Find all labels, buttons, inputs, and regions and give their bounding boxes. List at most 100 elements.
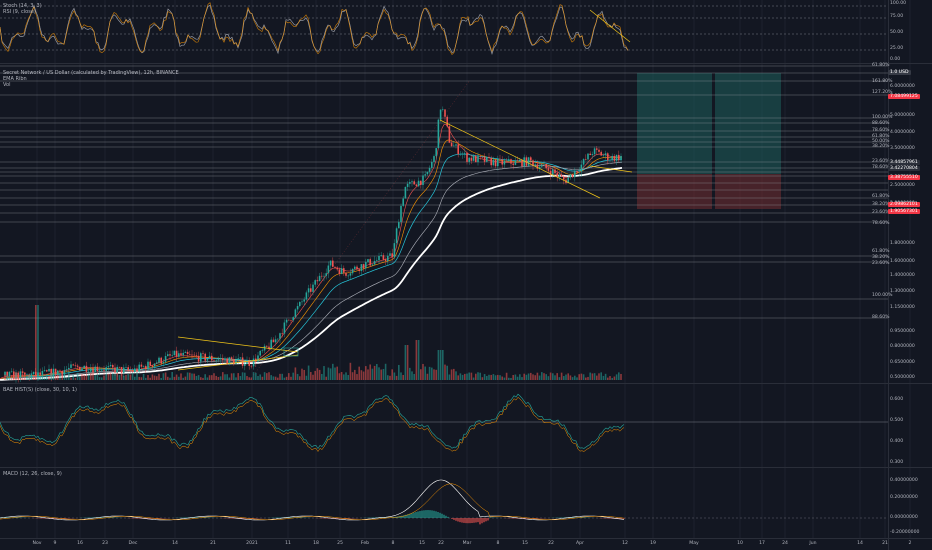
volume-bar [609,376,611,380]
symbol-title: Secret Network / US Dollar (calculated b… [3,70,179,76]
pane-separator [0,467,932,468]
candle-body [521,159,523,167]
macd-hist-bar [469,518,471,524]
volume-bar [591,373,594,380]
fib-label: 78.60% [872,165,890,170]
candle-body [85,365,88,372]
volume-bar [197,375,200,380]
candle-body [147,361,149,370]
volume-bar [336,366,338,380]
stoch-legend[interactable]: Stoch (14, 3, 3) RSI (9, close) [3,3,42,15]
candle-body [389,253,391,256]
volume-bar [479,372,481,380]
price-axis-label: 4.0000000 [890,130,915,135]
volume-bar [142,373,145,380]
candle-body [136,368,138,372]
candle-body [321,275,323,277]
candle-body [479,155,481,157]
volume-bar [578,374,580,380]
ema-line-3 [0,153,623,381]
macd-hist-bar [401,515,403,518]
early-triangle-lower [177,354,299,371]
volume-bar [411,371,413,380]
volume-bar [488,374,490,380]
candle-body [387,255,389,261]
main-legend[interactable]: Secret Network / US Dollar (calculated b… [3,70,179,88]
volume-bar [241,372,244,380]
macd-hist-bar [325,518,327,519]
candle-body [325,273,327,276]
ema-legend: EMA Ribn [3,76,27,82]
candle-body [178,353,180,357]
candle-body [153,363,156,367]
volume-bar [235,377,237,380]
candle-body [219,358,222,360]
candle-body [226,358,228,365]
candle-body [442,109,444,111]
macd-hist-bar [421,510,423,518]
fib-label: 127.20% [872,90,893,95]
candle-body [10,371,13,373]
macd-hist-bar [289,517,291,518]
candle-body [587,153,589,160]
volume-bar [50,373,52,380]
bbwp-legend[interactable]: BAE HIST(S) (close, 30, 10, 1) [3,387,77,393]
candle-body [213,360,215,361]
volume-bar [439,350,442,380]
volume-bar [532,374,534,380]
candle-body [140,364,143,367]
candle-body [301,301,303,303]
macd-hist-bar [297,517,299,518]
candle-body [356,266,358,270]
macd-hist-bar [407,514,409,518]
candle-body [453,145,455,147]
candle-body [481,156,484,158]
time-axis-label: 8 [391,541,395,546]
candle-body [169,354,171,356]
volume-bar [437,350,440,380]
macd-hist-bar [523,518,525,519]
candle-body [65,369,68,371]
stoch-axis-label: 75.00 [890,14,904,19]
volume-bar [68,372,70,380]
volume-bar [516,376,519,380]
candle-body [118,366,121,368]
time-axis-label: 16 [77,541,83,546]
candle-body [26,374,28,376]
macd-hist-bar [149,518,151,519]
macd-hist-bar [405,514,407,518]
volume-bar [334,367,336,380]
candle-body [129,370,132,371]
candle-body [316,280,319,282]
volume-bar [81,374,83,380]
macd-hist-bar [489,517,491,518]
macd-legend[interactable]: MACD (12, 26, close, 9) [3,471,62,477]
volume-bar [305,375,308,380]
volume-bar [303,369,305,380]
candle-body [609,159,611,161]
candle-body [72,364,74,366]
candle-body [417,180,420,187]
candle-body [318,275,321,282]
macd-hist-bar [471,518,473,523]
volume-bar [244,372,246,380]
volume-bar [391,369,393,380]
bbwp-line-1 [0,393,625,450]
candle-body [413,181,415,185]
volume-bar [19,377,22,380]
candle-body [217,359,220,361]
volume-bar [468,372,470,380]
volume-bar [604,373,607,380]
volume-bar [98,377,101,380]
macd-hist-bar [445,515,447,518]
candle-body [466,152,468,162]
volume-bar [92,372,94,380]
vol-legend: Vol [3,82,11,88]
macd-hist-bar [301,517,303,518]
stoch-axis-label: 100.00 [890,1,907,6]
macd-hist-bar [513,518,515,519]
bbwp-axis-label: 0.300 [890,460,904,465]
fib-label: 88.60% [872,121,890,126]
macd-hist-bar [99,517,101,518]
